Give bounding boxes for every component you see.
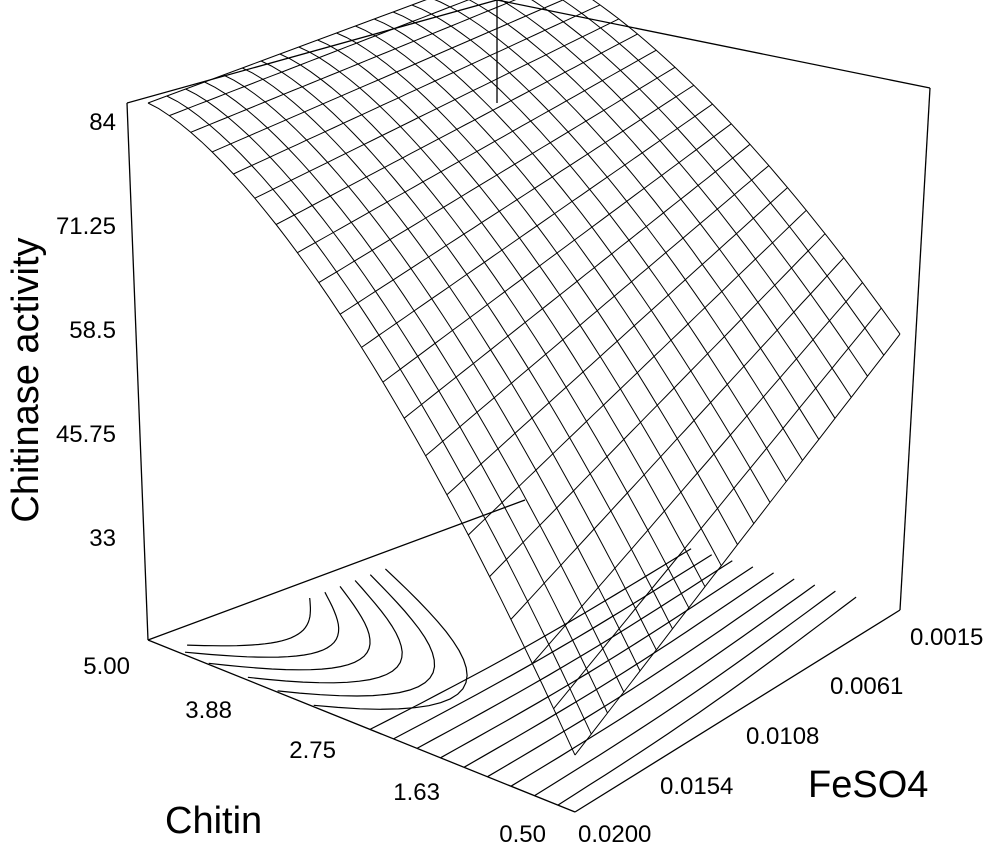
surface-mesh-line (147, 0, 427, 104)
floor-contour-line (184, 591, 340, 658)
z-tick-label: 45.75 (56, 421, 116, 448)
surface-mesh-line (190, 0, 517, 133)
surface-mesh-line (467, 209, 807, 536)
floor-contour-line (277, 574, 436, 697)
surface-mesh-line (211, 0, 565, 153)
surface-mesh-line (297, 49, 657, 254)
surface-mesh-line (574, 333, 901, 756)
feso4-tick-label: 0.0154 (660, 773, 733, 800)
chitin-tick-label: 3.88 (185, 697, 232, 724)
z-tick-label: 71.25 (56, 213, 116, 240)
chitin-tick-label: 1.63 (393, 779, 440, 806)
floor-contour-line (208, 586, 371, 671)
surface-mesh-line (169, 0, 470, 117)
surface-mesh-line (233, 4, 601, 175)
chitin-axis-ticks: 5.00 3.88 2.75 1.63 0.50 (83, 653, 546, 847)
surface-mesh-line (500, 0, 852, 398)
surface-mesh-line (242, 67, 657, 651)
feso4-axis-title: FeSO4 (808, 764, 928, 806)
feso4-tick-label: 0.0015 (910, 624, 983, 651)
floor-contour-line (393, 554, 713, 740)
z-tick-label: 58.5 (69, 317, 116, 344)
surface-mesh-line (318, 66, 676, 284)
chitin-tick-label: 0.50 (499, 821, 546, 847)
surface-mesh-line (446, 187, 788, 496)
floor-contour-line (487, 578, 795, 778)
box-floor-back-edge (147, 499, 526, 641)
surface-mesh-line (392, 11, 787, 482)
z-tick-label: 33 (89, 525, 116, 552)
surface-mesh-line (434, 0, 820, 440)
surface-mesh-line (254, 18, 620, 199)
floor-contour-lines (184, 548, 857, 806)
box-floor-left-edge (147, 639, 576, 813)
box-top-back-left-edge (126, 0, 498, 104)
surface-mesh-line (468, 0, 836, 419)
surface-mesh-line (489, 233, 826, 577)
chitin-tick-label: 2.75 (289, 737, 336, 764)
surface-mesh-line (374, 18, 771, 503)
surface-mesh (147, 0, 901, 756)
floor-contour-line (463, 572, 774, 768)
surface-mesh-line (531, 282, 863, 664)
box-left-vertical-edge (126, 102, 149, 641)
bounding-box (126, 0, 931, 813)
chitin-axis-title: Chitin (165, 800, 262, 842)
box-top-back-right-edge (496, 0, 931, 89)
floor-contour-line (247, 580, 403, 684)
surface-mesh-line (561, 0, 885, 356)
floor-contour-line (187, 597, 311, 647)
surface-mesh-line (531, 0, 868, 377)
surface-mesh-line (382, 123, 732, 383)
floor-contour-line (416, 560, 733, 749)
surface-mesh-line (411, 4, 803, 461)
surface-mesh-line (553, 307, 882, 710)
surface-mesh-line (275, 33, 638, 225)
surface-mesh-line (510, 257, 845, 620)
feso4-axis-ticks: 0.0015 0.0061 0.0108 0.0154 0.0200 (578, 624, 983, 847)
feso4-tick-label: 0.0200 (578, 821, 651, 847)
chitin-tick-label: 5.00 (83, 653, 130, 680)
box-right-vertical-edge (899, 87, 931, 611)
surface-mesh-line (279, 53, 690, 609)
floor-contour-line (557, 596, 857, 806)
surface-mesh-line (592, 0, 901, 335)
surface-mesh-line (336, 32, 738, 545)
floor-contour-line (440, 566, 754, 759)
surface-mesh-line (147, 102, 576, 756)
feso4-tick-label: 0.0061 (830, 673, 903, 700)
feso4-tick-label: 0.0108 (746, 723, 819, 750)
surface-mesh-line (403, 143, 751, 419)
surface-mesh-line (260, 60, 673, 630)
surface-mesh-line (223, 74, 641, 672)
z-axis-ticks: 84 71.25 58.5 45.75 33 (56, 109, 116, 552)
surface-mesh-line (361, 103, 713, 348)
box-floor-front-edge (574, 609, 901, 813)
floor-contour-line (369, 548, 692, 730)
z-axis-title: Chitinase activity (5, 237, 47, 522)
z-tick-label: 84 (89, 109, 116, 136)
surface-mesh-line (339, 84, 695, 315)
surface-mesh-line (425, 165, 770, 457)
floor-contour-line (534, 590, 836, 797)
floor-contour-line (510, 584, 816, 787)
surface-mesh-line (204, 81, 625, 693)
